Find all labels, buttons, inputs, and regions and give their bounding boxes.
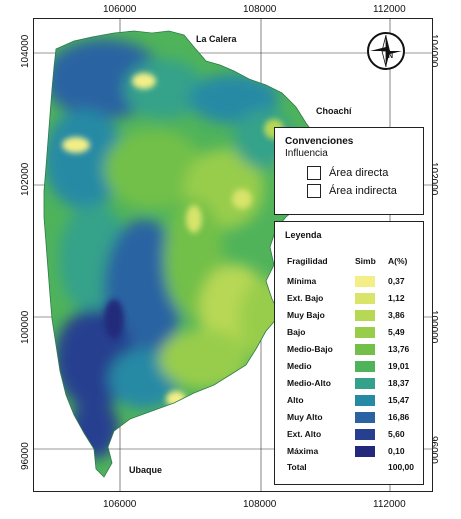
legend-class-name: Muy Bajo (287, 310, 325, 320)
legend-row: Ext. Alto 5,60 (275, 427, 423, 443)
legend-total-value: 100,00 (388, 462, 414, 472)
legend-class-percent: 19,01 (388, 361, 410, 371)
legend-class-percent: 0,37 (388, 276, 405, 286)
legend-color-swatch (355, 395, 375, 406)
legend-class-percent: 18,37 (388, 378, 410, 388)
legend-row: Alto 15,47 (275, 393, 423, 409)
legend-color-swatch (355, 293, 375, 304)
study-area-boundary (43, 30, 335, 478)
legend-color-swatch (355, 344, 375, 355)
legend-class-name: Medio (287, 361, 312, 371)
y-tick-left-3: 100000 (20, 310, 31, 344)
legend-class-percent: 5,60 (388, 429, 405, 439)
conventions-subtitle: Influencia (285, 148, 328, 159)
legend-class-percent: 15,47 (388, 395, 410, 405)
direct-area-label: Área directa (329, 167, 389, 179)
x-tick-bottom-3: 112000 (373, 499, 406, 510)
legend-row: Mínima 0,37 (275, 274, 423, 290)
compass-rose: N (366, 31, 406, 71)
legend-class-name: Alto (287, 395, 304, 405)
legend-class-name: Mínima (287, 276, 317, 286)
map-frame: N La Calera Choachí Ubaque Convenciones … (33, 18, 433, 492)
legend-class-name: Muy Alto (287, 412, 323, 422)
legend-total-row: Total 100,00 (275, 460, 423, 476)
x-tick-top-1: 106000 (103, 4, 137, 15)
y-tick-left-1: 104000 (20, 34, 31, 68)
conventions-item-direct: Área directa (307, 166, 413, 180)
legend-row: Medio-Bajo 13,76 (275, 342, 423, 358)
x-tick-bottom-2: 108000 (243, 499, 277, 510)
place-label-ubaque: Ubaque (129, 465, 163, 475)
legend-class-percent: 1,12 (388, 293, 405, 303)
legend-class-name: Máxima (287, 446, 319, 456)
legend-color-swatch (355, 327, 375, 338)
indirect-area-swatch (307, 184, 321, 198)
legend-total-label: Total (287, 462, 307, 472)
legend-class-percent: 16,86 (388, 412, 410, 422)
legend-class-percent: 13,76 (388, 344, 410, 354)
legend-row: Muy Bajo 3,86 (275, 308, 423, 324)
legend-class-percent: 5,49 (388, 327, 405, 337)
legend-class-name: Ext. Alto (287, 429, 322, 439)
legend-class-name: Ext. Bajo (287, 293, 324, 303)
legend-color-swatch (355, 446, 375, 457)
legend-class-percent: 0,10 (388, 446, 405, 456)
x-tick-top-3: 112000 (373, 4, 406, 15)
legend-header-percent: A(%) (388, 256, 408, 266)
legend-color-swatch (355, 361, 375, 372)
legend-color-swatch (355, 310, 375, 321)
legend-row: Ext. Bajo 1,12 (275, 291, 423, 307)
compass-north-label: N (388, 53, 394, 60)
compass-icon (367, 32, 405, 70)
direct-area-swatch (307, 166, 321, 180)
legend-color-swatch (355, 378, 375, 389)
indirect-area-label: Área indirecta (329, 185, 397, 197)
legend-class-percent: 3,86 (388, 310, 405, 320)
legend-header-class: Fragilidad (287, 256, 328, 266)
conventions-item-indirect: Área indirecta (307, 184, 413, 198)
x-tick-top-2: 108000 (243, 4, 277, 15)
conventions-title: Convenciones (285, 136, 354, 147)
legend-box: Leyenda Fragilidad Simb A(%) Mínima 0,37 E… (274, 221, 424, 485)
legend-row: Medio-Alto 18,37 (275, 376, 423, 392)
legend-color-swatch (355, 276, 375, 287)
legend-class-name: Medio-Bajo (287, 344, 333, 354)
legend-class-name: Medio-Alto (287, 378, 331, 388)
legend-row: Máxima 0,10 (275, 444, 423, 460)
legend-class-name: Bajo (287, 327, 306, 337)
legend-color-swatch (355, 412, 375, 423)
legend-title: Leyenda (285, 230, 322, 240)
y-tick-left-4: 96000 (20, 442, 31, 470)
legend-row: Bajo 5,49 (275, 325, 423, 341)
y-tick-left-2: 102000 (20, 162, 31, 196)
legend-row: Muy Alto 16,86 (275, 410, 423, 426)
place-label-la-calera: La Calera (196, 34, 237, 44)
legend-color-swatch (355, 429, 375, 440)
place-label-choachi: Choachí (316, 106, 352, 116)
conventions-box: Convenciones Influencia Área directa Áre… (274, 127, 424, 215)
x-tick-bottom-1: 106000 (103, 499, 137, 510)
legend-row: Medio 19,01 (275, 359, 423, 375)
legend-header-symbol: Simb (355, 256, 376, 266)
